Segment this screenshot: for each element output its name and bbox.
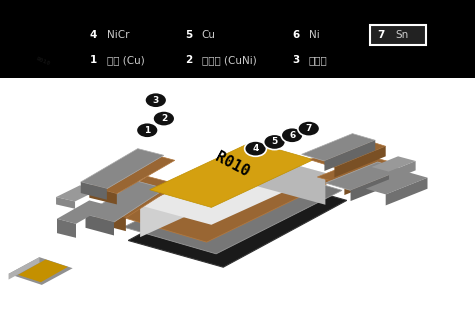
Polygon shape: [56, 197, 75, 209]
Polygon shape: [302, 134, 375, 161]
Text: 2: 2: [185, 55, 192, 65]
Text: 3: 3: [152, 96, 159, 105]
Text: NiCr: NiCr: [107, 30, 129, 40]
Circle shape: [281, 128, 303, 143]
Polygon shape: [89, 153, 175, 194]
Text: 5: 5: [185, 30, 192, 40]
Polygon shape: [344, 164, 397, 195]
Polygon shape: [371, 156, 416, 172]
Text: 6: 6: [292, 30, 299, 40]
Text: 5: 5: [271, 138, 278, 146]
Polygon shape: [140, 154, 325, 225]
Polygon shape: [95, 176, 178, 218]
Text: 7: 7: [305, 124, 312, 133]
Text: Ni: Ni: [309, 30, 320, 40]
Text: 4: 4: [252, 144, 259, 153]
Polygon shape: [9, 257, 73, 285]
Polygon shape: [9, 257, 39, 280]
Circle shape: [264, 134, 285, 150]
Polygon shape: [317, 156, 397, 184]
Polygon shape: [366, 172, 428, 194]
Text: 저항체 (CuNi): 저항체 (CuNi): [202, 55, 256, 65]
Polygon shape: [81, 182, 107, 200]
Polygon shape: [325, 162, 403, 190]
Bar: [0, 0, 475, 78]
Text: 3: 3: [292, 55, 299, 65]
Circle shape: [298, 121, 320, 136]
Circle shape: [153, 111, 175, 126]
Text: 1: 1: [144, 126, 151, 135]
Circle shape: [136, 123, 158, 138]
Text: 4: 4: [90, 30, 97, 40]
Polygon shape: [124, 164, 342, 254]
Polygon shape: [86, 214, 114, 235]
Polygon shape: [56, 185, 99, 201]
Polygon shape: [57, 219, 76, 238]
Polygon shape: [140, 154, 254, 237]
Text: 1: 1: [90, 55, 97, 65]
Polygon shape: [128, 174, 347, 267]
Polygon shape: [310, 139, 386, 167]
Polygon shape: [386, 178, 428, 205]
Polygon shape: [86, 181, 165, 222]
Polygon shape: [389, 161, 416, 181]
Polygon shape: [150, 142, 314, 207]
Text: R010: R010: [212, 149, 251, 179]
Circle shape: [145, 93, 167, 108]
Polygon shape: [81, 149, 164, 189]
Polygon shape: [95, 210, 126, 231]
Polygon shape: [18, 260, 68, 282]
Polygon shape: [254, 154, 325, 205]
Polygon shape: [57, 200, 108, 224]
Polygon shape: [116, 152, 337, 242]
FancyBboxPatch shape: [370, 25, 426, 45]
Text: 7: 7: [377, 30, 385, 40]
Text: R010: R010: [35, 56, 51, 66]
Circle shape: [245, 141, 266, 156]
Text: 2: 2: [161, 114, 167, 123]
Text: Cu: Cu: [202, 30, 216, 40]
Polygon shape: [89, 186, 117, 204]
Text: Sn: Sn: [395, 30, 408, 40]
Polygon shape: [324, 140, 375, 171]
Polygon shape: [351, 170, 403, 201]
Polygon shape: [334, 146, 386, 177]
Text: 전극 (Cu): 전극 (Cu): [107, 55, 144, 65]
Text: 6: 6: [289, 131, 295, 140]
Text: 보호체: 보호체: [309, 55, 327, 65]
